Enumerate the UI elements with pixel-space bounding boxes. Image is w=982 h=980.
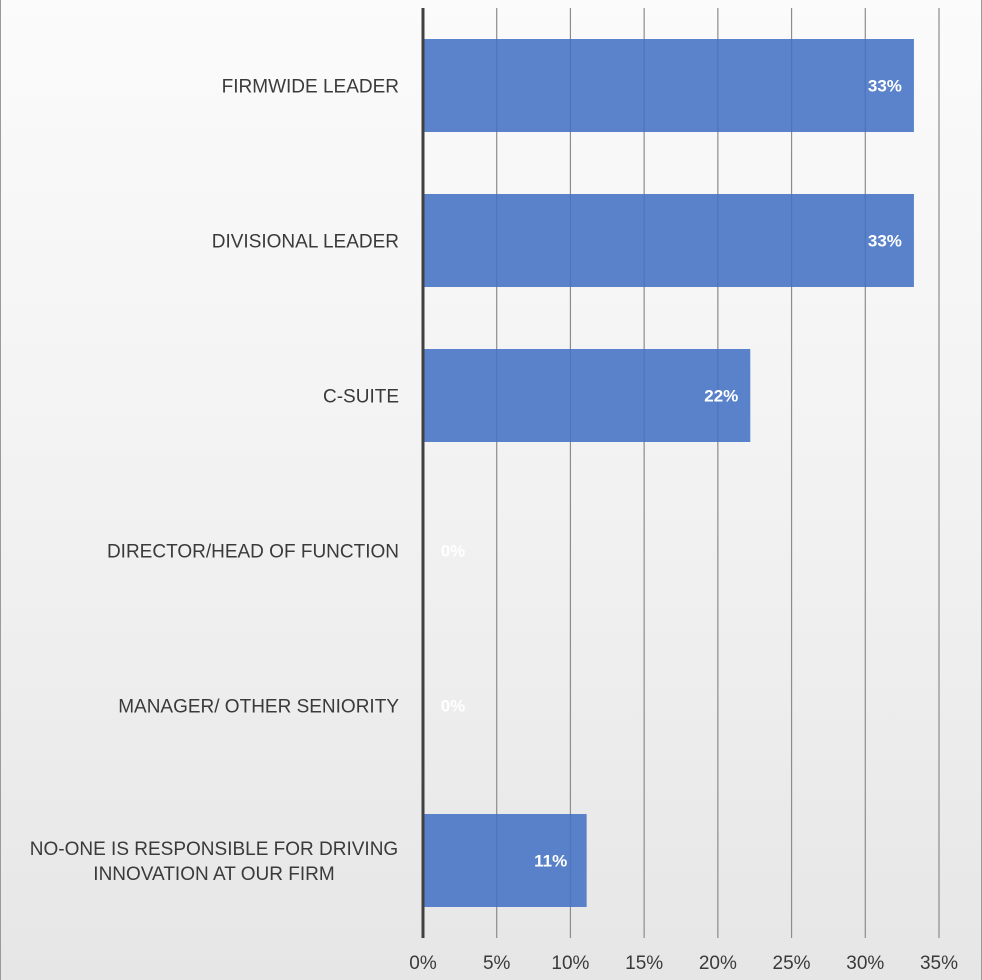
data-label: 33% <box>868 232 902 251</box>
x-tick-label: 15% <box>625 953 663 974</box>
category-label: MANAGER/ OTHER SENIORITY <box>118 697 399 718</box>
x-tick-label: 20% <box>699 953 737 974</box>
data-label: 0% <box>441 542 466 561</box>
bar <box>423 814 587 907</box>
x-tick-label: 25% <box>773 953 811 974</box>
gridlines <box>496 8 940 938</box>
x-tick-label: 10% <box>551 953 589 974</box>
data-label: 33% <box>868 77 902 96</box>
bars <box>423 39 914 907</box>
bar <box>423 194 914 287</box>
x-tick-label: 5% <box>483 953 511 974</box>
category-label: NO-ONE IS RESPONSIBLE FOR DRIVING INNOVAT… <box>30 839 398 885</box>
x-tick-label: 35% <box>920 953 958 974</box>
x-tick-label: 0% <box>409 953 437 974</box>
x-tick-label: 30% <box>846 953 884 974</box>
category-label-line: INNOVATION AT OUR FIRM <box>93 864 334 885</box>
bar <box>423 39 914 132</box>
category-label: DIRECTOR/HEAD OF FUNCTION <box>107 542 399 563</box>
category-label: FIRMWIDE LEADER <box>222 77 399 98</box>
data-label: 22% <box>704 387 738 406</box>
category-label: C-SUITE <box>323 387 399 408</box>
bar <box>423 349 751 442</box>
labels: 0% 5% 10% 15% 20% 25% 30% 35% FIRMWIDE LEADER 33%… <box>30 77 958 975</box>
data-label: 11% <box>534 852 567 871</box>
data-label: 0% <box>441 697 466 716</box>
category-label-line: NO-ONE IS RESPONSIBLE FOR DRIVING <box>30 839 398 860</box>
category-label: DIVISIONAL LEADER <box>212 232 399 253</box>
